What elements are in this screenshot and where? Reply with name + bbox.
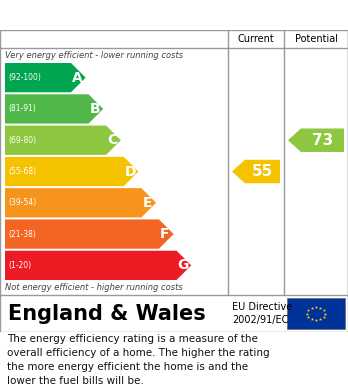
Text: (21-38): (21-38) [8,230,36,239]
Text: Energy Efficiency Rating: Energy Efficiency Rating [10,7,239,25]
Text: The energy efficiency rating is a measure of the
overall efficiency of a home. T: The energy efficiency rating is a measur… [7,334,270,386]
Text: Potential: Potential [294,34,338,44]
Polygon shape [5,94,103,124]
Text: B: B [89,102,100,116]
Text: D: D [125,165,136,179]
Text: 73: 73 [312,133,333,148]
Polygon shape [5,157,139,186]
Text: A: A [72,71,83,84]
Text: (39-54): (39-54) [8,198,36,207]
Polygon shape [288,129,344,152]
Text: (92-100): (92-100) [8,73,41,82]
Text: (81-91): (81-91) [8,104,36,113]
Polygon shape [5,63,86,92]
Text: England & Wales: England & Wales [8,303,206,323]
Polygon shape [232,160,280,183]
Text: EU Directive
2002/91/EC: EU Directive 2002/91/EC [232,302,292,325]
Text: Not energy efficient - higher running costs: Not energy efficient - higher running co… [5,283,183,292]
Polygon shape [5,251,191,280]
Text: Very energy efficient - lower running costs: Very energy efficient - lower running co… [5,50,183,59]
Polygon shape [5,126,121,155]
Polygon shape [5,219,174,249]
Text: 55: 55 [252,164,273,179]
Text: (69-80): (69-80) [8,136,36,145]
Text: (1-20): (1-20) [8,261,31,270]
Text: Current: Current [238,34,274,44]
Text: F: F [160,227,169,241]
Text: (55-68): (55-68) [8,167,36,176]
Text: E: E [142,196,152,210]
Text: G: G [177,258,189,273]
Text: C: C [107,133,118,147]
Bar [287,298,345,329]
Polygon shape [5,188,156,217]
